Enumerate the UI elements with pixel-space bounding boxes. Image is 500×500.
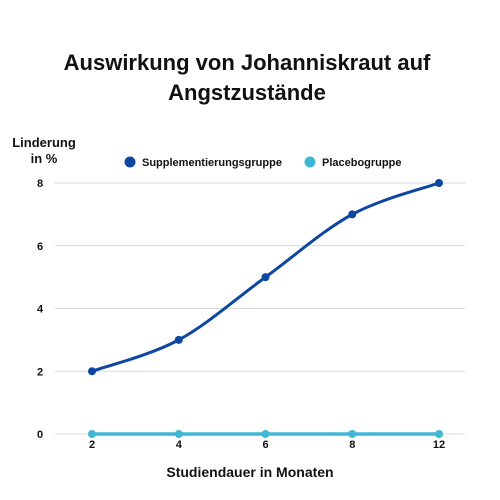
legend-marker [124,156,136,168]
data-point-placebo [174,430,183,438]
legend-label: Supplementierungsgruppe [142,157,282,169]
x-tick-label: 4 [176,439,183,451]
series-placebo [88,430,443,438]
x-tick-label: 6 [262,439,268,451]
data-point-placebo [435,430,443,438]
y-tick-label: 0 [37,429,43,441]
y-axis-label: Linderung in % [12,135,76,166]
y-tick-label: 8 [37,178,43,190]
series-supplement [88,179,443,376]
data-point-supplement [174,335,183,344]
legend: Supplementierungsgruppe Placebogruppe [124,156,401,169]
x-axis-ticks: 2 4 6 8 12 [89,439,445,451]
y-axis-label-line-1: Linderung [12,135,76,150]
x-tick-label: 8 [349,439,355,451]
data-point-supplement [435,179,443,187]
y-tick-label: 6 [37,241,43,253]
data-point-supplement [88,367,96,376]
x-tick-label: 2 [89,439,95,451]
y-axis-ticks: 0 2 4 6 8 [37,178,44,441]
legend-item-placebo: Placebogruppe [304,156,401,169]
series-layer [88,179,443,438]
data-point-supplement [348,210,357,219]
data-point-supplement [261,273,270,282]
data-point-placebo [88,430,96,438]
legend-marker [304,156,316,168]
legend-label: Placebogruppe [322,157,401,169]
y-tick-label: 4 [37,304,44,316]
y-tick-label: 2 [37,366,43,378]
data-point-placebo [348,430,357,438]
data-point-placebo [261,430,270,438]
gridlines [55,182,465,435]
y-axis-label-line-2: in % [31,151,58,166]
x-axis-label: Studiendauer in Monaten [166,464,333,480]
chart-title-line-2: Angstzustände [168,80,326,105]
x-tick-label: 12 [433,439,445,451]
legend-item-supplement: Supplementierungsgruppe [124,156,282,169]
chart-title: Auswirkung von Johanniskraut auf Angstzu… [64,50,431,105]
chart-title-line-1: Auswirkung von Johanniskraut auf [64,50,431,75]
